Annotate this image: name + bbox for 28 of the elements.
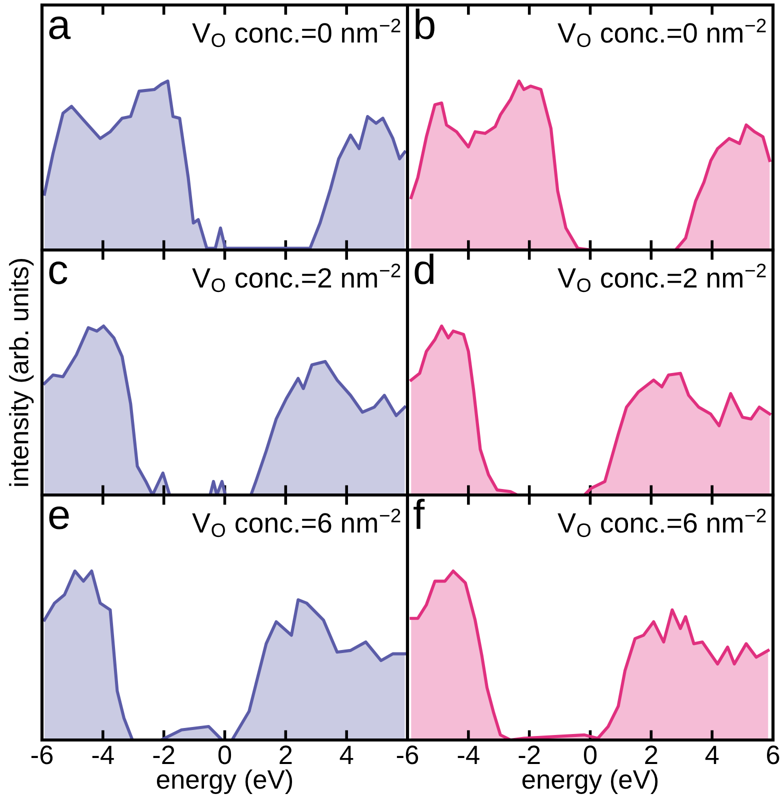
chart-title: e [49,506,69,530]
x-tick-label: 4 [705,746,719,764]
x-axis-title: energy (eV) [522,769,658,794]
text: V$_{O}$ conc.=6 nm$^{−2}$ [558,508,766,538]
text: V$_{O}$ conc.=0 nm$^{−2}$ [192,18,400,48]
x-tick-label: -2 [518,746,540,764]
x-tick-label: 0 [218,746,232,764]
text: V$_{O}$ conc.=0 nm$^{−2}$ [558,18,766,48]
text: V$_{O}$ conc.=2 nm$^{−2}$ [558,264,766,292]
chart-title: a [49,16,71,40]
x-tick-label: -6 [396,746,418,764]
x-tick-label: 2 [645,746,658,764]
x-tick-label: -4 [92,746,114,764]
text: V$_{O}$ conc.=2 nm$^{−2}$ [192,264,400,292]
y-axis-title: intensity (arb. units) [9,259,34,486]
chart-title: d [414,254,434,284]
x-tick-label: 0 [584,746,597,764]
chart-title: c [49,261,68,284]
text: V$_{O}$ conc.=6 nm$^{−2}$ [192,508,400,538]
x-tick-label: 2 [280,746,292,764]
x-tick-label: -4 [458,746,480,764]
x-axis-title: energy (eV) [156,769,292,794]
x-tick-label: -6 [31,746,53,764]
x-tick-label: 6 [767,746,780,764]
chart-title: f [414,498,425,529]
x-tick-label: 4 [340,746,354,764]
x-tick-label: -2 [153,746,174,764]
chart-title: b [416,8,434,40]
